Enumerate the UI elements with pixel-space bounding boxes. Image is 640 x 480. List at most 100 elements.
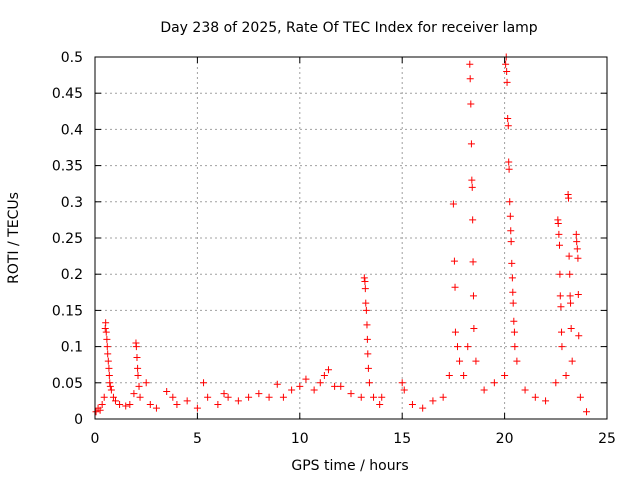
data-point bbox=[451, 328, 459, 336]
data-point bbox=[273, 380, 281, 388]
data-point bbox=[469, 216, 477, 224]
y-tick-label: 0.45 bbox=[52, 86, 83, 102]
data-point bbox=[504, 122, 512, 130]
data-point bbox=[558, 328, 566, 336]
chart-title: Day 238 of 2025, Rate Of TEC Index for r… bbox=[160, 20, 537, 36]
data-point bbox=[505, 165, 513, 173]
data-point bbox=[456, 357, 464, 365]
data-point bbox=[419, 404, 427, 412]
data-point bbox=[464, 343, 472, 351]
data-point bbox=[555, 241, 563, 249]
data-point bbox=[347, 390, 355, 398]
x-tick-label: 25 bbox=[598, 431, 616, 447]
y-tick-label: 0.5 bbox=[61, 50, 83, 66]
data-point bbox=[470, 325, 478, 332]
data-point bbox=[468, 183, 476, 191]
data-point bbox=[573, 238, 581, 246]
y-tick-label: 0.15 bbox=[52, 303, 83, 319]
data-point bbox=[136, 393, 144, 401]
data-point bbox=[365, 379, 373, 387]
data-point bbox=[468, 176, 476, 184]
axis-ticks bbox=[94, 56, 608, 420]
data-point bbox=[331, 382, 339, 390]
data-point bbox=[130, 390, 138, 398]
data-point bbox=[508, 259, 516, 267]
data-point bbox=[490, 379, 498, 387]
data-point bbox=[370, 393, 378, 401]
y-tick-label: 0.05 bbox=[52, 376, 83, 392]
data-point bbox=[116, 401, 124, 409]
x-tick-labels: 0 5 10 15 20 25 bbox=[91, 431, 616, 447]
data-point bbox=[234, 397, 242, 405]
data-point bbox=[531, 393, 539, 401]
data-point bbox=[542, 397, 550, 405]
data-point bbox=[132, 343, 140, 351]
data-point bbox=[513, 357, 521, 365]
data-point bbox=[573, 245, 581, 253]
data-point bbox=[316, 379, 324, 387]
data-point bbox=[503, 67, 511, 75]
data-point bbox=[509, 288, 517, 296]
data-point bbox=[134, 372, 142, 380]
data-point bbox=[361, 285, 369, 293]
x-tick-label: 5 bbox=[193, 431, 202, 447]
data-point bbox=[583, 408, 591, 416]
data-point bbox=[107, 386, 115, 394]
y-tick-label: 0.3 bbox=[61, 195, 83, 211]
data-point bbox=[296, 382, 304, 390]
data-point bbox=[451, 283, 459, 291]
data-point bbox=[511, 343, 519, 351]
y-tick-label: 0.1 bbox=[61, 340, 83, 356]
data-point bbox=[408, 401, 416, 409]
data-point bbox=[364, 350, 372, 358]
data-point bbox=[92, 408, 100, 416]
data-point bbox=[265, 393, 273, 401]
data-point bbox=[310, 386, 318, 394]
data-point bbox=[109, 393, 117, 401]
data-point bbox=[104, 357, 112, 365]
data-point bbox=[564, 194, 572, 202]
data-point bbox=[449, 200, 457, 208]
y-tick-label: 0.25 bbox=[52, 231, 83, 247]
data-point bbox=[288, 386, 296, 394]
data-point bbox=[439, 393, 447, 401]
data-point bbox=[214, 401, 222, 409]
x-axis-label: GPS time / hours bbox=[291, 458, 408, 474]
data-point bbox=[556, 270, 564, 278]
data-point bbox=[554, 220, 562, 228]
data-points bbox=[92, 53, 591, 416]
data-point bbox=[469, 258, 477, 266]
data-point bbox=[575, 332, 583, 340]
data-point bbox=[378, 393, 386, 401]
data-point bbox=[400, 386, 408, 394]
data-point bbox=[507, 227, 515, 235]
data-point bbox=[364, 364, 372, 372]
data-point bbox=[200, 379, 208, 387]
data-point bbox=[505, 158, 513, 166]
data-point bbox=[363, 321, 371, 329]
data-point bbox=[173, 401, 181, 409]
data-point bbox=[574, 290, 582, 298]
data-point bbox=[193, 404, 201, 412]
x-tick-label: 0 bbox=[91, 431, 100, 447]
data-point bbox=[376, 401, 384, 409]
data-point bbox=[142, 379, 150, 387]
data-point bbox=[398, 379, 406, 387]
data-point bbox=[521, 386, 529, 394]
data-point bbox=[501, 372, 509, 380]
data-point bbox=[220, 390, 228, 398]
data-point bbox=[106, 379, 114, 387]
data-point bbox=[135, 382, 143, 390]
data-point bbox=[510, 317, 518, 325]
data-point bbox=[102, 319, 110, 327]
data-point bbox=[169, 393, 177, 401]
y-tick-label: 0 bbox=[74, 412, 83, 428]
data-point bbox=[503, 78, 511, 86]
y-tick-label: 0.4 bbox=[61, 122, 83, 138]
data-point bbox=[565, 252, 573, 260]
data-point bbox=[467, 100, 475, 108]
data-point bbox=[111, 397, 119, 405]
data-point bbox=[445, 372, 453, 380]
data-point bbox=[183, 397, 191, 405]
